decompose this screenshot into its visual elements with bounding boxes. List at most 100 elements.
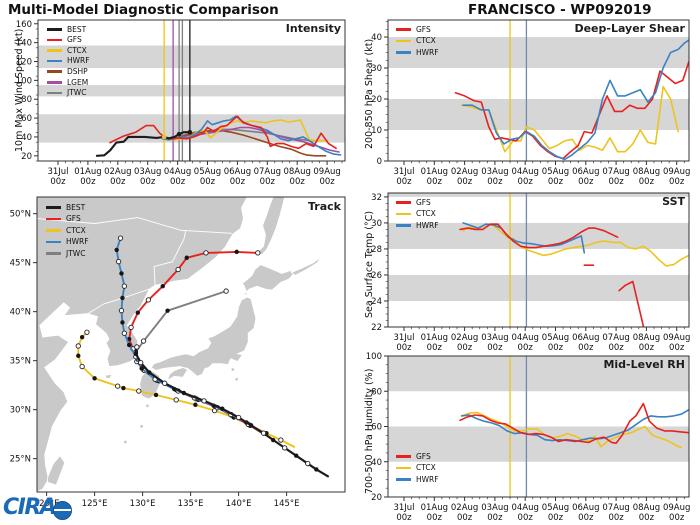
y-tick-label: 40 bbox=[371, 458, 382, 468]
legend-item-gfs: GFS bbox=[396, 451, 439, 462]
x-tick-sublabel: 00z bbox=[487, 343, 503, 353]
track-point-00z bbox=[76, 353, 81, 358]
sst-y-axis-label: Sea Surface Temp (°C) bbox=[364, 210, 375, 318]
x-tick-label: 07Aug bbox=[602, 333, 629, 343]
series-hwrf bbox=[462, 39, 689, 161]
hwrf-line-swatch bbox=[396, 478, 411, 481]
track-point-00z bbox=[119, 271, 124, 276]
track-point-12z bbox=[175, 266, 181, 273]
y-tick-label: 0 bbox=[377, 157, 382, 167]
intensity-y-axis-label: 10m Max Wind Speed (kt) bbox=[14, 28, 25, 152]
y-tick-label: 80 bbox=[21, 95, 32, 105]
series-dot bbox=[161, 134, 167, 140]
track-legend: BEST GFS CTCX HWRF JTWC bbox=[46, 202, 89, 259]
ctcx-line-swatch bbox=[396, 39, 411, 43]
legend-item-dshp: DSHP bbox=[47, 66, 90, 77]
x-tick-sublabel: 00z bbox=[518, 177, 534, 187]
rh-y-axis-label: 700-500 hPa Humidity (%) bbox=[364, 368, 375, 494]
x-tick-label: 05Aug bbox=[542, 503, 569, 513]
legend-item-hwrf: HWRF bbox=[46, 236, 89, 247]
x-tick-label: 08Aug bbox=[633, 167, 660, 177]
x-tick-label: 07Aug bbox=[254, 167, 281, 177]
track-panel-label: Track bbox=[308, 200, 341, 213]
y-tick-label: 140 bbox=[16, 39, 32, 49]
sst-panel-label: SST bbox=[662, 195, 685, 208]
legend-label: BEST bbox=[67, 24, 87, 34]
x-tick-label: 08Aug bbox=[633, 333, 660, 343]
x-tick-sublabel: 00z bbox=[457, 177, 473, 187]
x-tick-sublabel: 00z bbox=[578, 513, 594, 523]
rh-panel-label: Mid-Level RH bbox=[603, 358, 685, 371]
x-tick-sublabel: 00z bbox=[669, 177, 685, 187]
shear-panel-label: Deep-Layer Shear bbox=[574, 22, 685, 35]
x-tick-sublabel: 00z bbox=[396, 343, 412, 353]
best-line-swatch bbox=[46, 206, 61, 209]
x-tick-sublabel: 00z bbox=[290, 177, 306, 187]
y-tick-label: 60 bbox=[21, 114, 32, 124]
series-gfs bbox=[459, 223, 619, 249]
land-honshu bbox=[150, 296, 257, 377]
map-area bbox=[37, 197, 345, 492]
x-tick-sublabel: 00z bbox=[457, 513, 473, 523]
x-tick-label: 04Aug bbox=[511, 333, 538, 343]
track-point-12z bbox=[203, 250, 209, 256]
track-point-12z bbox=[138, 359, 144, 366]
track-point-00z bbox=[193, 402, 198, 407]
lon-tick-label: 120°E bbox=[34, 499, 60, 509]
land-sakhalin bbox=[256, 197, 286, 256]
ctcx-line-swatch bbox=[396, 212, 411, 216]
legend-label: CTCX bbox=[416, 463, 436, 473]
y-tick-label: 24 bbox=[371, 297, 382, 307]
x-tick-label: 09Aug bbox=[663, 167, 690, 177]
legend-label: CTCX bbox=[67, 45, 87, 55]
shaded-band bbox=[38, 85, 345, 97]
legend-item-best: BEST bbox=[46, 202, 89, 213]
ctcx-line-swatch bbox=[46, 229, 61, 232]
legend-item-gfs: GFS bbox=[396, 24, 439, 35]
lon-tick-label: 140°E bbox=[226, 499, 252, 509]
track-point-12z bbox=[134, 344, 140, 350]
legend-label: HWRF bbox=[67, 56, 90, 66]
x-tick-sublabel: 00z bbox=[608, 177, 624, 187]
cira-logo-text: CIRA bbox=[3, 495, 57, 520]
y-tick-label: 30 bbox=[371, 219, 382, 229]
y-tick-label: 60 bbox=[371, 423, 382, 433]
x-tick-label: 06Aug bbox=[224, 167, 251, 177]
x-tick-sublabel: 00z bbox=[548, 177, 564, 187]
legend-label: GFS bbox=[416, 451, 431, 461]
y-tick-label: 40 bbox=[371, 33, 382, 43]
x-tick-label: 06Aug bbox=[572, 503, 599, 513]
hwrf-line-swatch bbox=[47, 59, 62, 63]
x-tick-label: 02Aug bbox=[451, 167, 478, 177]
legend-label: GFS bbox=[416, 24, 431, 34]
x-tick-sublabel: 00z bbox=[110, 177, 126, 187]
series-ctcx bbox=[462, 223, 689, 267]
lgem-line-swatch bbox=[47, 80, 62, 84]
ctcx-line-swatch bbox=[47, 49, 62, 52]
legend-item-gfs: GFS bbox=[396, 197, 439, 208]
storm-title: FRANCISCO - WP092019 bbox=[468, 2, 652, 18]
legend-item-jtwc: JTWC bbox=[47, 88, 90, 99]
x-tick-sublabel: 00z bbox=[578, 343, 594, 353]
legend-label: BEST bbox=[66, 202, 86, 212]
lon-tick-label: 130°E bbox=[130, 499, 156, 509]
x-tick-label: 03Aug bbox=[134, 167, 161, 177]
x-tick-label: 04Aug bbox=[164, 167, 191, 177]
rh-plot-area bbox=[388, 356, 689, 497]
ctcx-line-swatch bbox=[396, 466, 411, 470]
track-point-12z bbox=[260, 430, 267, 436]
y-tick-label: 20 bbox=[371, 493, 382, 503]
x-tick-sublabel: 00z bbox=[487, 177, 503, 187]
x-tick-label: 02Aug bbox=[104, 167, 131, 177]
track-point-00z bbox=[184, 255, 189, 260]
best-line-swatch bbox=[47, 28, 62, 31]
legend-label: CTCX bbox=[66, 225, 86, 235]
x-tick-label: 07Aug bbox=[602, 503, 629, 513]
track-point-00z bbox=[120, 320, 125, 325]
legend-item-jtwc: JTWC bbox=[46, 248, 89, 259]
x-tick-label: 31Jul bbox=[393, 503, 414, 513]
shear-plot-area bbox=[388, 20, 689, 161]
small-island bbox=[140, 424, 144, 428]
legend-item-best: BEST bbox=[47, 24, 90, 35]
jtwc-line-swatch bbox=[47, 91, 62, 95]
